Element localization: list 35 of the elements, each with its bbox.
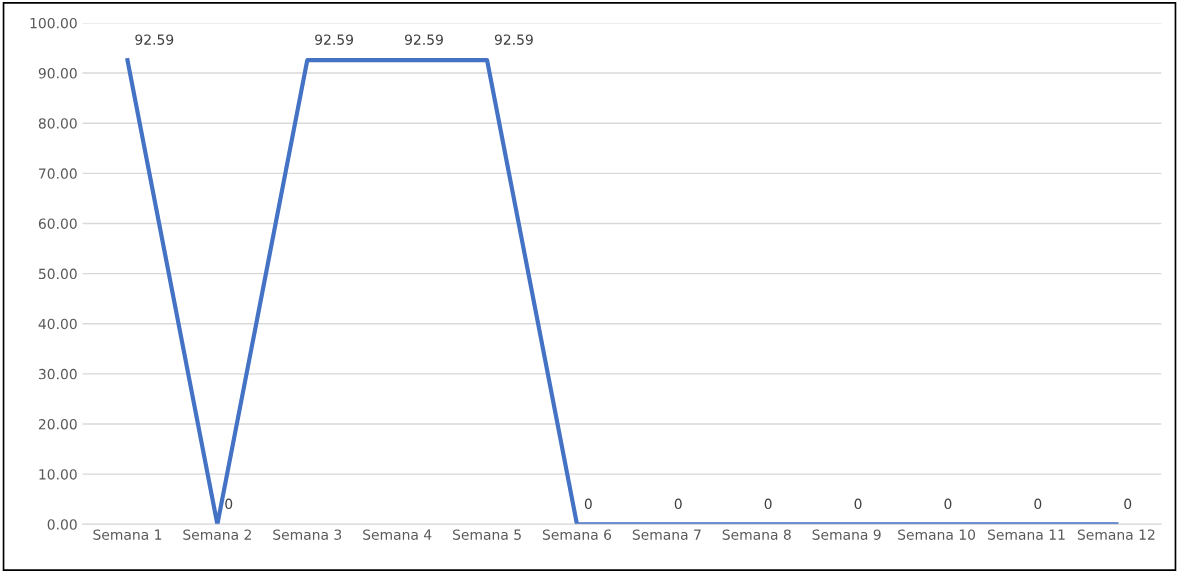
data-label: 0 [854, 498, 862, 510]
x-tick-label: Semana 2 [183, 529, 251, 540]
x-tick-label: Semana 8 [722, 529, 791, 540]
y-tick-label: 30.00 [38, 368, 77, 380]
data-label: 0 [1124, 498, 1132, 510]
y-tick-label: 60.00 [38, 218, 77, 229]
x-tick-label: Semana 4 [363, 529, 432, 540]
data-label: 0 [1034, 498, 1042, 510]
y-tick-label: 40.00 [38, 318, 77, 330]
data-label: 0 [225, 498, 233, 510]
x-tick-label: Semana 9 [812, 529, 881, 540]
y-tick-label: 50.00 [38, 268, 77, 280]
data-label: 0 [584, 498, 592, 510]
data-label: 0 [674, 498, 682, 510]
x-tick-label: Semana 7 [632, 529, 701, 540]
x-tick-label: Semana 10 [898, 529, 976, 540]
y-tick-label: 100.00 [30, 17, 77, 29]
y-tick-label: 0.00 [47, 519, 77, 530]
x-tick-label: Semana 11 [987, 529, 1065, 540]
y-tick-label: 20.00 [38, 418, 77, 430]
data-label: 0 [764, 498, 772, 510]
data-label: 0 [944, 498, 952, 510]
x-tick-label: Semana 3 [273, 529, 342, 540]
data-label: 92.59 [135, 34, 174, 45]
x-tick-label: Semana 5 [453, 529, 521, 540]
data-label: 92.59 [315, 34, 354, 45]
x-tick-label: Semana 6 [542, 529, 612, 540]
data-label: 92.59 [494, 34, 533, 45]
y-tick-label: 70.00 [39, 168, 77, 179]
data-label: 92.59 [404, 34, 443, 45]
x-tick-label: Semana 1 [93, 529, 162, 540]
y-tick-label: 80.00 [38, 118, 77, 129]
y-tick-label: 10.00 [39, 469, 77, 480]
x-tick-label: Semana 12 [1077, 529, 1155, 540]
y-tick-label: 90.00 [38, 68, 77, 79]
